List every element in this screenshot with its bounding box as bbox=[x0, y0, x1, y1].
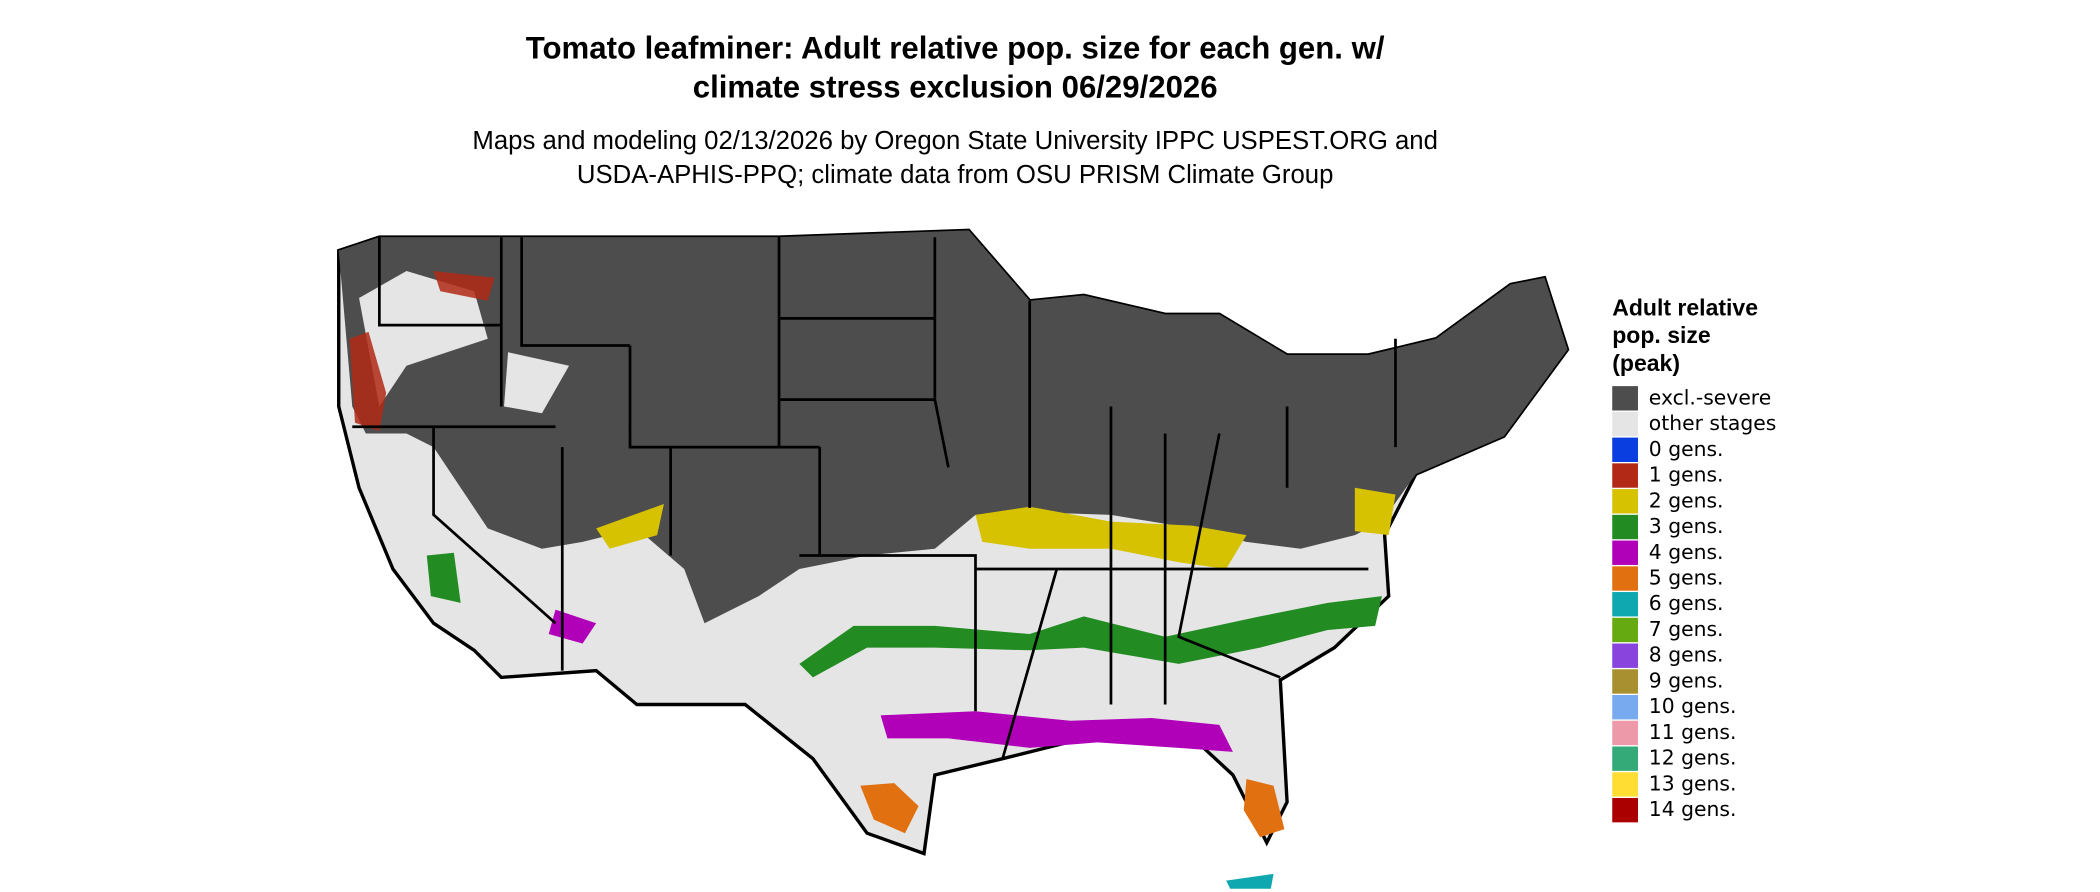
gen-5-zone bbox=[860, 779, 1285, 838]
title-line: climate stress exclusion 06/29/2026 bbox=[693, 70, 1218, 105]
legend-title-line: pop. size bbox=[1612, 322, 1711, 348]
gen-3-zone bbox=[426, 552, 1382, 678]
legend-swatch bbox=[1612, 797, 1638, 823]
legend-swatch bbox=[1612, 489, 1638, 514]
legend-title-line: Adult relative bbox=[1612, 295, 1758, 321]
legend-label: 14 gens. bbox=[1649, 797, 1737, 821]
legend-swatch bbox=[1612, 411, 1638, 437]
legend-label: 2 gens. bbox=[1649, 488, 1724, 512]
legend-swatch bbox=[1612, 695, 1638, 720]
legend-swatch bbox=[1612, 437, 1638, 462]
legend-swatch bbox=[1612, 720, 1638, 746]
title-line: Tomato leafminer: Adult relative pop. si… bbox=[526, 30, 1385, 65]
state-lines bbox=[352, 237, 1397, 760]
gen-6-zone bbox=[1226, 873, 1274, 889]
legend-swatch bbox=[1612, 746, 1638, 771]
legend-label: 9 gens. bbox=[1649, 668, 1724, 692]
legend-label: 3 gens. bbox=[1649, 514, 1724, 538]
legend-label: 10 gens. bbox=[1649, 694, 1737, 718]
legend-label: 13 gens. bbox=[1649, 771, 1737, 795]
us-map bbox=[337, 228, 1570, 889]
legend-label: 5 gens. bbox=[1649, 565, 1724, 589]
legend-label: 6 gens. bbox=[1649, 591, 1724, 615]
legend: Adult relative pop. size (peak) excl.-se… bbox=[1612, 295, 1776, 823]
legend-label: 7 gens. bbox=[1649, 617, 1724, 641]
legend-label: 8 gens. bbox=[1649, 643, 1724, 667]
legend-label: 11 gens. bbox=[1649, 720, 1737, 744]
legend-title-line: (peak) bbox=[1612, 350, 1680, 376]
legend-swatch bbox=[1612, 617, 1638, 643]
legend-label: 1 gens. bbox=[1649, 463, 1724, 487]
subtitle-line: Maps and modeling 02/13/2026 by Oregon S… bbox=[472, 127, 1438, 155]
legend-label: 4 gens. bbox=[1649, 540, 1724, 564]
legend-swatch bbox=[1612, 386, 1638, 411]
legend-label: other stages bbox=[1649, 411, 1777, 435]
subtitle-line: USDA-APHIS-PPQ; climate data from OSU PR… bbox=[577, 161, 1334, 189]
legend-swatch bbox=[1612, 540, 1638, 565]
other-stages-inland bbox=[359, 270, 570, 414]
legend-swatch bbox=[1612, 566, 1638, 591]
legend-label: 12 gens. bbox=[1649, 746, 1737, 770]
legend-swatch bbox=[1612, 592, 1638, 617]
legend-label: 0 gens. bbox=[1649, 437, 1724, 461]
legend-label: excl.-severe bbox=[1649, 385, 1771, 409]
legend-swatch bbox=[1612, 772, 1638, 797]
legend-swatch bbox=[1612, 643, 1638, 668]
gen-4-zone bbox=[548, 609, 1233, 752]
legend-swatch bbox=[1612, 514, 1638, 540]
legend-swatch bbox=[1612, 463, 1638, 488]
legend-swatch bbox=[1612, 669, 1638, 694]
gen-1-zone bbox=[349, 270, 495, 431]
